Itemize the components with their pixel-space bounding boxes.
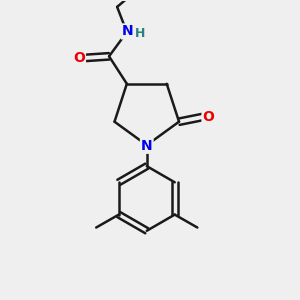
Text: N: N	[122, 25, 133, 38]
Text: O: O	[73, 51, 85, 65]
Text: N: N	[141, 139, 153, 153]
Text: H: H	[135, 27, 145, 40]
Text: O: O	[202, 110, 214, 124]
